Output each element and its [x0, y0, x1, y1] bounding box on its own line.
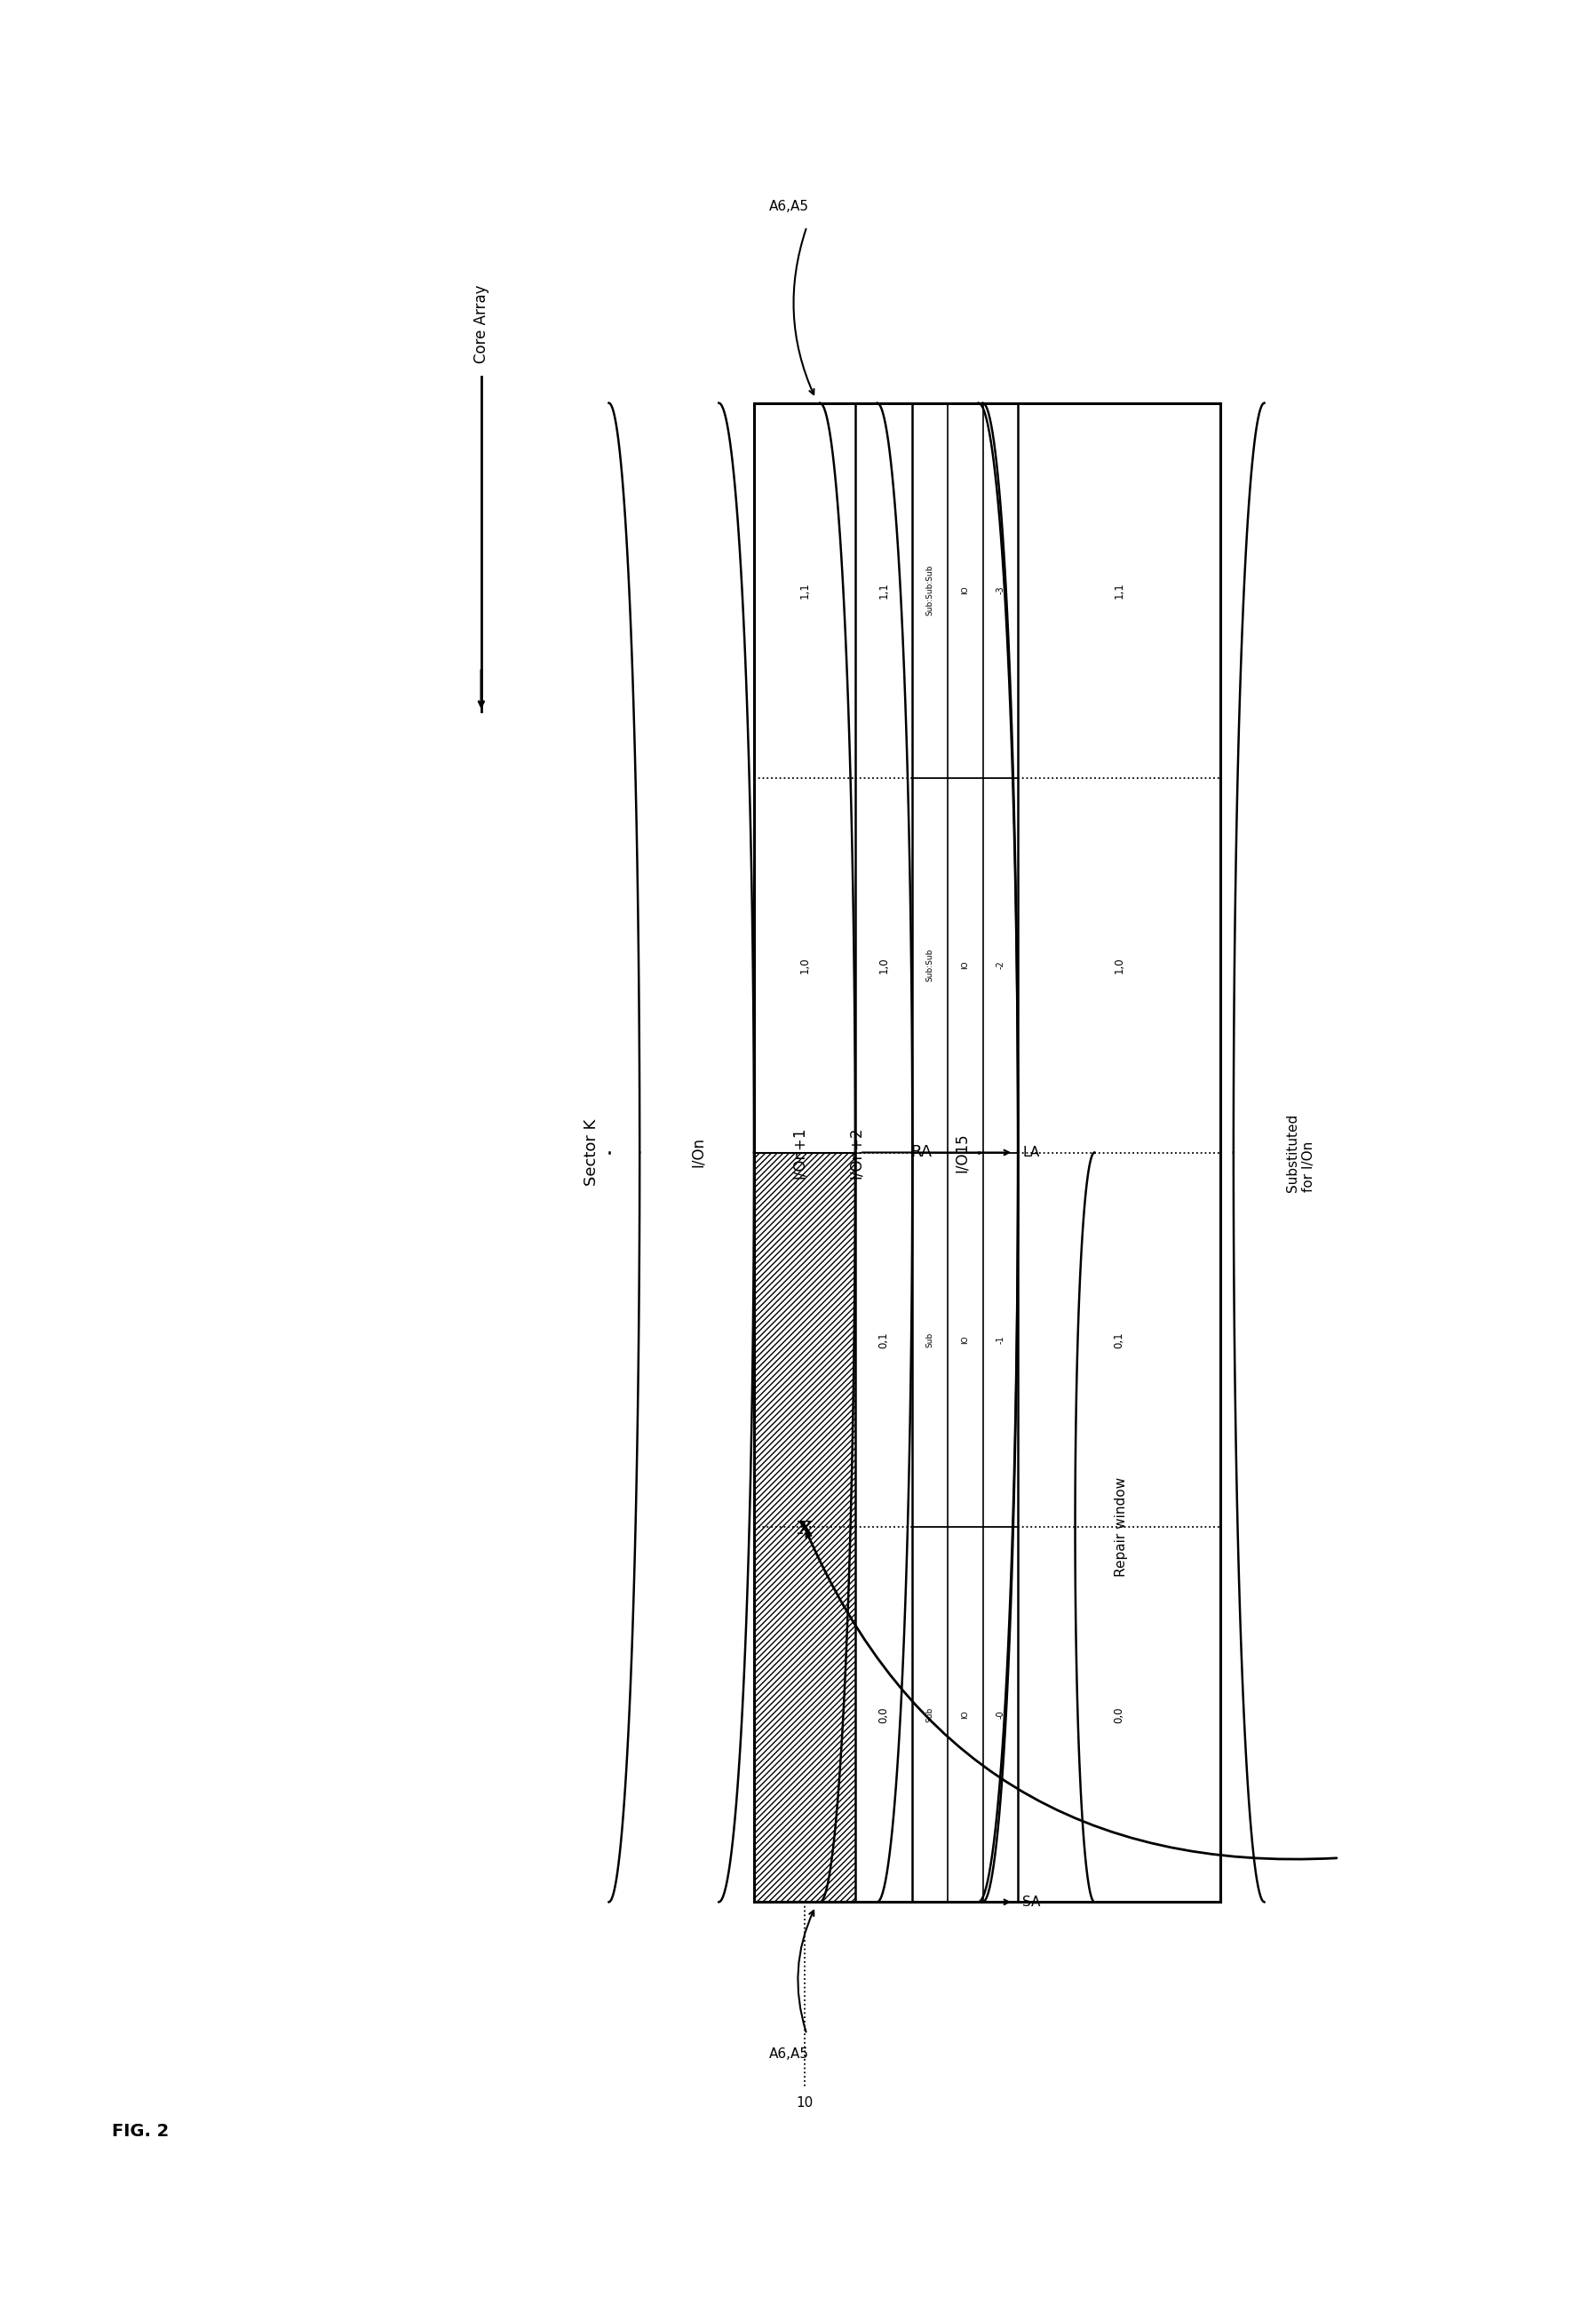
Text: I/On: I/On [689, 1136, 705, 1169]
Text: RA: RA [910, 1146, 932, 1159]
Text: 1,0: 1,0 [800, 957, 811, 973]
Text: FIG. 2: FIG. 2 [112, 2123, 169, 2139]
Text: IO: IO [961, 1710, 969, 1720]
Text: SA: SA [1023, 1895, 1041, 1909]
Text: -0: -0 [996, 1710, 1005, 1720]
Text: A6,A5: A6,A5 [769, 2047, 809, 2061]
Text: IO: IO [961, 585, 969, 595]
Text: 1,1: 1,1 [878, 583, 889, 599]
Text: 0,1: 0,1 [1114, 1332, 1125, 1348]
Text: LA: LA [1023, 1146, 1039, 1159]
Text: Substituted
for I/On: Substituted for I/On [1286, 1113, 1315, 1192]
Text: Sector K: Sector K [583, 1118, 598, 1187]
Text: Sub: Sub [926, 1332, 934, 1348]
Text: 0,0: 0,0 [878, 1706, 889, 1722]
Text: I/On+2: I/On+2 [847, 1127, 863, 1178]
Text: IO: IO [961, 961, 969, 970]
Text: Sub: Sub [926, 1708, 934, 1722]
Bar [753, 1152, 855, 1902]
Text: I/O15: I/O15 [953, 1132, 969, 1173]
Text: -1: -1 [996, 1335, 1005, 1344]
Text: Core Array: Core Array [474, 286, 490, 364]
Text: Sub:Sub: Sub:Sub [926, 950, 934, 982]
Text: 1,1: 1,1 [1114, 583, 1125, 599]
Text: 0,1: 0,1 [878, 1332, 889, 1348]
Text: -2: -2 [996, 961, 1005, 970]
Text: 1,1: 1,1 [800, 583, 811, 599]
Text: 1,0: 1,0 [1114, 957, 1125, 973]
Text: 1,0: 1,0 [878, 957, 889, 973]
Text: A6,A5: A6,A5 [769, 201, 809, 214]
Text: -3: -3 [996, 585, 1005, 595]
Text: x: x [798, 1514, 812, 1540]
Text: Sub:Sub:Sub: Sub:Sub:Sub [926, 565, 934, 615]
Text: I/On+1: I/On+1 [790, 1127, 808, 1178]
Text: 0,0: 0,0 [1114, 1706, 1125, 1722]
Text: Repair window: Repair window [1114, 1478, 1128, 1577]
Text: IO: IO [961, 1335, 969, 1344]
Text: 10: 10 [796, 2095, 812, 2109]
